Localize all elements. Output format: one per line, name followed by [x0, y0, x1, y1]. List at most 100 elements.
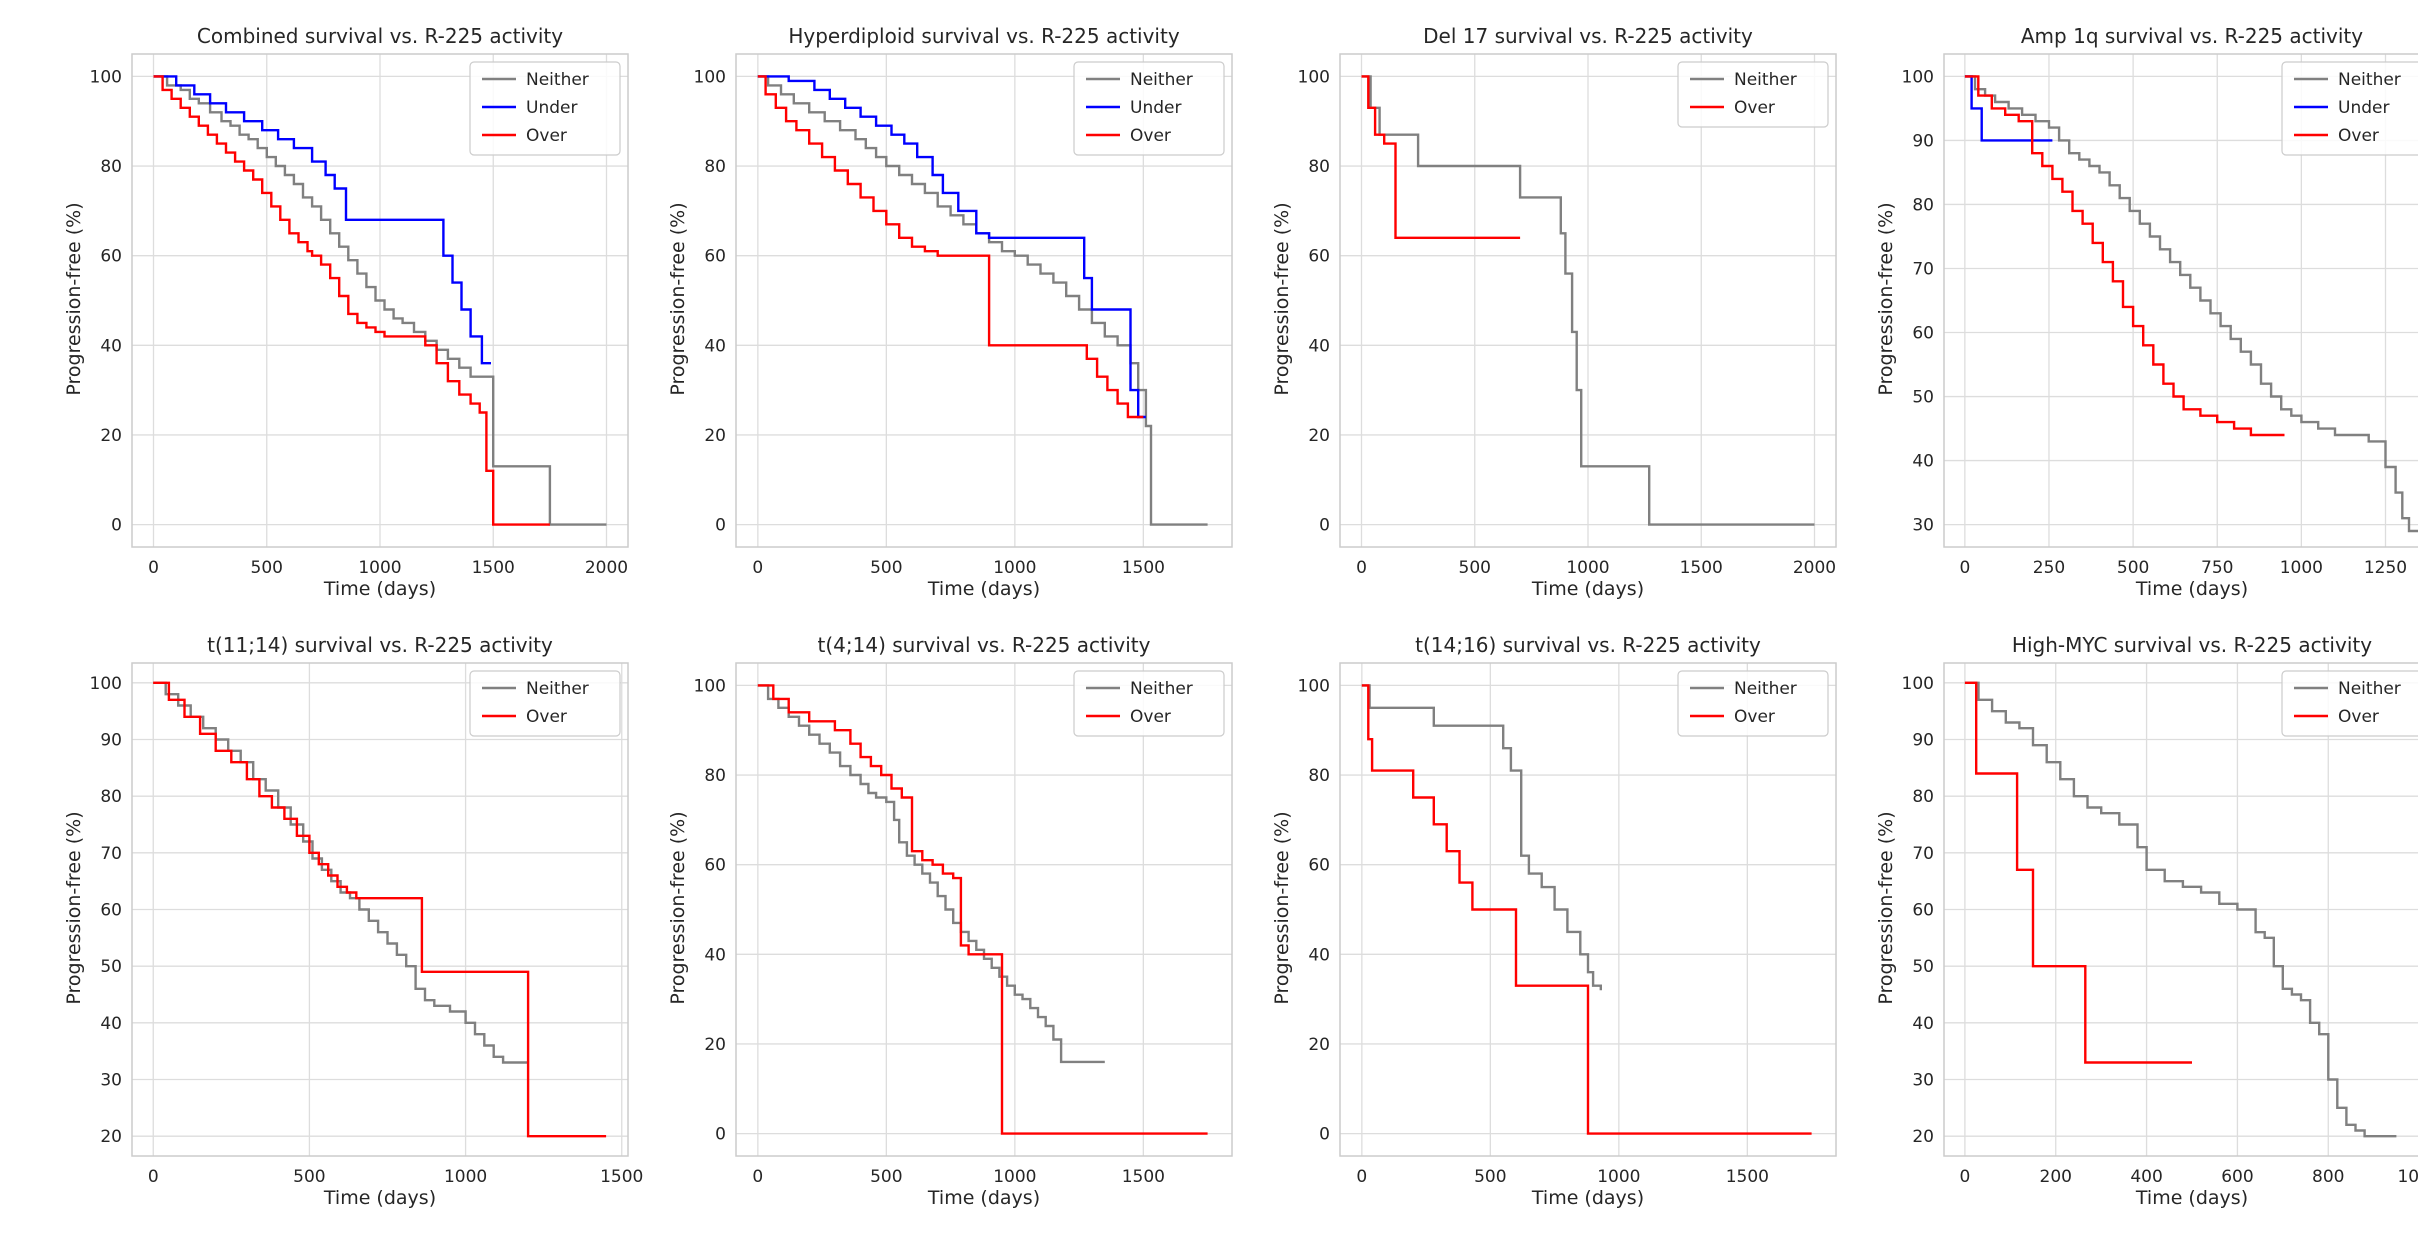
y-axis-label: Progression-free (%) — [667, 202, 689, 396]
legend: Neither Over — [2281, 670, 2418, 737]
y-tick-label: 60 — [1912, 901, 1934, 921]
x-tick-label: 750 — [2201, 558, 2233, 578]
axes-spines — [131, 662, 629, 1157]
x-tick-label: 2000 — [585, 558, 628, 578]
legend-label-over: Over — [526, 126, 567, 146]
x-tick-label: 500 — [1459, 558, 1491, 578]
x-tick-label: 500 — [2117, 558, 2149, 578]
x-tick-label: 500 — [293, 1167, 325, 1187]
y-tick-label: 20 — [1308, 1035, 1330, 1055]
series-line-over — [1361, 684, 1812, 1135]
x-tick-label: 1000 — [1597, 1167, 1640, 1187]
y-tick-label: 0 — [715, 516, 726, 536]
y-tick-label: 40 — [1308, 336, 1330, 356]
x-tick-label: 1000 — [993, 558, 1036, 578]
x-axis-label: Time (days) — [927, 1187, 1041, 1209]
y-tick-label: 40 — [1912, 452, 1934, 472]
legend-label-neither: Neither — [2338, 70, 2401, 90]
y-tick-label: 60 — [704, 856, 726, 876]
legend-label-over: Over — [2338, 707, 2379, 727]
x-tick-label: 1500 — [600, 1167, 643, 1187]
y-tick-label: 60 — [1912, 324, 1934, 344]
chart-canvas: 0 500 1000 1500 2000 0 20 40 60 80 100 Neither Over — [1298, 53, 1837, 578]
y-tick-label: 90 — [1912, 131, 1934, 151]
legend-label-under: Under — [2338, 98, 2389, 118]
y-tick-label: 40 — [100, 1014, 122, 1034]
axes-spines — [1339, 53, 1837, 548]
y-tick-label: 80 — [100, 787, 122, 807]
y-tick-label: 30 — [1912, 1071, 1934, 1091]
y-tick-label: 100 — [90, 67, 122, 87]
x-tick-label: 0 — [1959, 558, 1970, 578]
x-axis-label: Time (days) — [2135, 578, 2249, 600]
y-axis-label: Progression-free (%) — [1271, 811, 1293, 1005]
y-tick-label: 60 — [1308, 247, 1330, 267]
legend-box — [469, 61, 621, 156]
series-line-neither — [1361, 684, 1602, 991]
legend-label-over: Over — [1734, 707, 1775, 727]
y-axis-label: Progression-free (%) — [63, 202, 85, 396]
y-axis-label: Progression-free (%) — [1875, 202, 1897, 396]
chart-title: Hyperdiploid survival vs. R-225 activity — [788, 24, 1180, 48]
y-axis-label: Progression-free (%) — [1271, 202, 1293, 396]
legend: Neither Over — [1073, 670, 1225, 737]
y-tick-label: 60 — [100, 247, 122, 267]
y-tick-label: 0 — [1319, 1125, 1330, 1145]
axes-spines — [735, 53, 1233, 548]
series-line-over — [153, 681, 607, 1138]
x-axis-label: Time (days) — [1531, 1187, 1645, 1209]
x-tick-label: 1000 — [2280, 558, 2323, 578]
x-axis-label: Time (days) — [2135, 1187, 2249, 1209]
axes-spines — [1943, 53, 2418, 548]
legend: Neither Under Over — [469, 61, 621, 156]
series-line-neither — [757, 75, 1208, 526]
y-tick-label: 0 — [1319, 516, 1330, 536]
axes-spines — [1943, 662, 2418, 1157]
x-tick-label: 200 — [2040, 1167, 2072, 1187]
legend-label-over: Over — [1734, 98, 1775, 118]
y-tick-label: 30 — [100, 1071, 122, 1091]
legend: Neither Under Over — [2281, 61, 2418, 156]
y-tick-label: 60 — [1308, 856, 1330, 876]
x-tick-label: 1000 — [1566, 558, 1609, 578]
series-line-neither — [153, 75, 607, 526]
y-tick-label: 20 — [1912, 1127, 1934, 1147]
x-tick-label: 1000 — [993, 1167, 1036, 1187]
y-tick-label: 100 — [1298, 676, 1330, 696]
chart-canvas: 0 500 1000 1500 0 20 40 60 80 100 Neither Over — [694, 662, 1233, 1187]
y-tick-label: 20 — [1308, 426, 1330, 446]
y-axis-label: Progression-free (%) — [667, 811, 689, 1005]
series-line-over — [1964, 75, 2285, 437]
x-tick-label: 0 — [148, 558, 159, 578]
y-tick-label: 0 — [111, 516, 122, 536]
chart-title: Amp 1q survival vs. R-225 activity — [2020, 24, 2364, 48]
y-axis-label: Progression-free (%) — [1875, 811, 1897, 1005]
legend-label-neither: Neither — [1734, 70, 1797, 90]
legend: Neither Over — [469, 670, 621, 737]
chart-panel-high-myc: 0 200 400 600 800 1000 20 30 40 50 60 70 80 90 100 Neit… — [1852, 625, 2418, 1234]
chart-panel-del17: 0 500 1000 1500 2000 0 20 40 60 80 100 Neither Over … — [1248, 16, 1852, 625]
chart-canvas: 0 200 400 600 800 1000 20 30 40 50 60 70 80 90 100 Neit… — [1902, 662, 2418, 1187]
y-tick-label: 30 — [1912, 516, 1934, 536]
x-tick-label: 1500 — [1122, 558, 1165, 578]
y-tick-label: 40 — [1308, 945, 1330, 965]
y-axis-label: Progression-free (%) — [63, 811, 85, 1005]
y-tick-label: 60 — [100, 901, 122, 921]
x-axis-label: Time (days) — [323, 578, 437, 600]
legend-label-neither: Neither — [2338, 679, 2401, 699]
y-tick-label: 40 — [1912, 1014, 1934, 1034]
series-line-over — [1964, 681, 2192, 1064]
x-tick-label: 400 — [2130, 1167, 2162, 1187]
legend-label-neither: Neither — [1734, 679, 1797, 699]
x-tick-label: 500 — [251, 558, 283, 578]
y-tick-label: 40 — [704, 945, 726, 965]
y-tick-label: 50 — [100, 957, 122, 977]
x-tick-label: 0 — [148, 1167, 159, 1187]
y-tick-label: 50 — [1912, 957, 1934, 977]
chart-panel-t14-16: 0 500 1000 1500 0 20 40 60 80 100 Neither Over t(14… — [1248, 625, 1852, 1234]
legend-box — [2281, 61, 2418, 156]
y-tick-label: 80 — [1912, 787, 1934, 807]
y-tick-label: 100 — [90, 674, 122, 694]
chart-title: t(11;14) survival vs. R-225 activity — [207, 633, 553, 657]
